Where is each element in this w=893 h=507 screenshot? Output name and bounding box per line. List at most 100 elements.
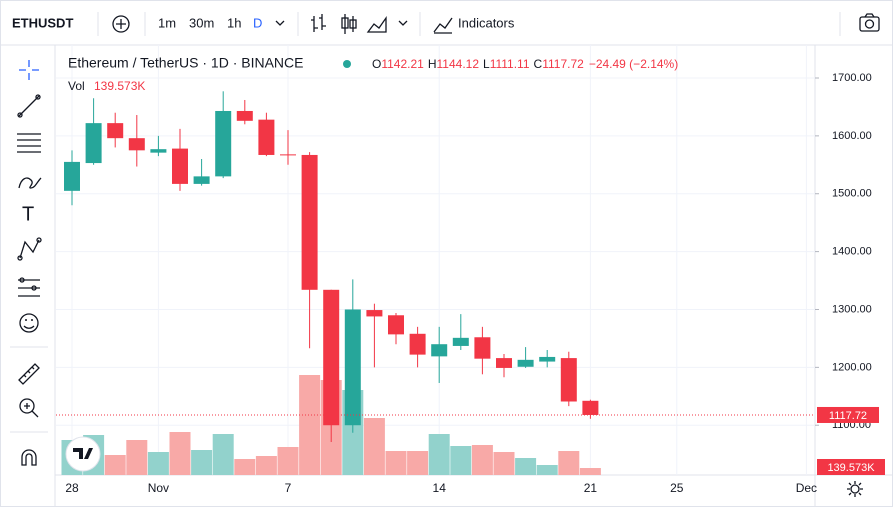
volume-bar — [234, 459, 256, 475]
volume-bar — [299, 375, 321, 475]
indicators-icon[interactable] — [433, 17, 453, 34]
candle-body — [539, 356, 556, 362]
volume-label-box — [817, 459, 885, 475]
volume-bar — [536, 465, 558, 475]
volume-bar — [169, 432, 191, 475]
brush-tool[interactable] — [18, 177, 42, 189]
interval-menu[interactable] — [275, 20, 285, 26]
indicators-button[interactable]: Indicators — [458, 15, 515, 30]
trend-line-tool[interactable] — [17, 94, 41, 118]
emoji-tool[interactable] — [19, 313, 39, 333]
volume-bar — [385, 451, 407, 475]
candle-body — [64, 161, 80, 191]
interval-active[interactable]: D — [253, 15, 262, 30]
candle-body — [85, 123, 102, 164]
candle-body — [366, 310, 383, 317]
interval[interactable]: 30m — [189, 15, 214, 30]
volume-value: 139.573K — [94, 79, 145, 93]
candle-body — [323, 289, 340, 426]
price-label-box — [817, 406, 879, 423]
volume-label: 139.573K — [827, 462, 875, 474]
candle-body — [431, 344, 448, 357]
top-toolbar: ETHUSDT 1m 30m 1h D Indicators — [12, 12, 880, 36]
x-tick-label: Nov — [148, 481, 169, 495]
x-tick-label: 7 — [285, 481, 292, 495]
symbol[interactable]: ETHUSDT — [12, 15, 73, 30]
y-tick-label: 1700.00 — [832, 72, 872, 84]
candle-body — [172, 148, 188, 184]
volume-legend: Vol — [68, 79, 85, 93]
ohlc-legend: O1142.21 H1144.12 L1111.11 C1117.72 −24.49 (… — [372, 57, 678, 71]
volume-bar — [147, 452, 169, 475]
candle-body — [409, 333, 426, 355]
volume-bar — [493, 452, 515, 475]
candle-style[interactable] — [341, 14, 357, 34]
interval[interactable]: 1h — [227, 15, 241, 30]
volume-bar — [255, 456, 277, 475]
volume-bar — [363, 418, 385, 475]
prefix: C — [534, 57, 543, 71]
prefix: L — [483, 57, 490, 71]
fib-tool[interactable] — [17, 133, 41, 153]
measure-tool[interactable] — [18, 363, 40, 385]
volume-bar — [212, 434, 234, 475]
magnet-tool[interactable] — [21, 449, 37, 466]
tv-logo — [65, 436, 101, 472]
volume-bar — [579, 468, 601, 475]
zoom-tool[interactable] — [19, 398, 39, 418]
candle-body — [193, 176, 210, 184]
prefix: O — [372, 57, 381, 71]
low-value: 1111.11 — [490, 57, 530, 71]
snapshot[interactable] — [859, 13, 880, 32]
change: −24.49 (−2.14%) — [589, 57, 678, 71]
crosshair-tool[interactable] — [19, 60, 39, 80]
prediction-tool[interactable] — [18, 277, 40, 297]
volume-bar — [471, 445, 493, 475]
market-status — [343, 60, 351, 68]
x-tick-label: 14 — [433, 481, 447, 495]
x-tick-label: 21 — [584, 481, 598, 495]
interval[interactable]: 1m — [158, 15, 176, 30]
y-tick-label: 1200.00 — [832, 361, 872, 373]
pattern-tool[interactable] — [17, 237, 42, 261]
settings[interactable] — [847, 481, 863, 497]
prefix: H — [428, 57, 437, 71]
text-tool[interactable]: T — [22, 203, 34, 225]
x-tick-label: Dec — [796, 481, 817, 495]
x-tick-label: 28 — [65, 481, 79, 495]
volume-bar — [407, 451, 429, 475]
candle-body — [280, 154, 296, 156]
plot: 1100.001200.001300.001400.001500.001600.… — [56, 45, 885, 495]
chart-title: Ethereum / TetherUS · 1D · BINANCE — [68, 55, 303, 71]
volume-bar — [428, 434, 450, 475]
candle-body — [474, 337, 491, 359]
close-value: 1117.72 — [542, 57, 584, 71]
candle-body — [496, 358, 512, 368]
area-style[interactable] — [366, 15, 387, 33]
candle-body — [344, 309, 361, 426]
bar-style[interactable] — [311, 14, 326, 32]
volume-bar — [104, 455, 126, 475]
candle-body — [582, 400, 599, 415]
candle-body — [452, 337, 469, 346]
add-symbol[interactable] — [112, 15, 130, 33]
volume-bar — [191, 450, 213, 475]
volume-bar — [515, 458, 537, 475]
candle-body — [258, 119, 275, 155]
candle-body — [150, 149, 167, 153]
high-value: 1144.12 — [437, 57, 480, 71]
y-tick-label: 1400.00 — [832, 246, 872, 258]
price-label: 1117.72 — [829, 410, 867, 422]
candle-body — [301, 154, 318, 290]
candle-body — [560, 358, 577, 402]
candle-body — [107, 123, 124, 139]
candle-body — [388, 315, 404, 335]
drawing-toolbar: T — [10, 60, 48, 466]
style-menu[interactable] — [398, 20, 408, 26]
volume-bar — [277, 447, 299, 475]
y-tick-label: 1300.00 — [832, 303, 872, 315]
candle-body — [128, 138, 145, 151]
x-tick-label: 25 — [670, 481, 684, 495]
